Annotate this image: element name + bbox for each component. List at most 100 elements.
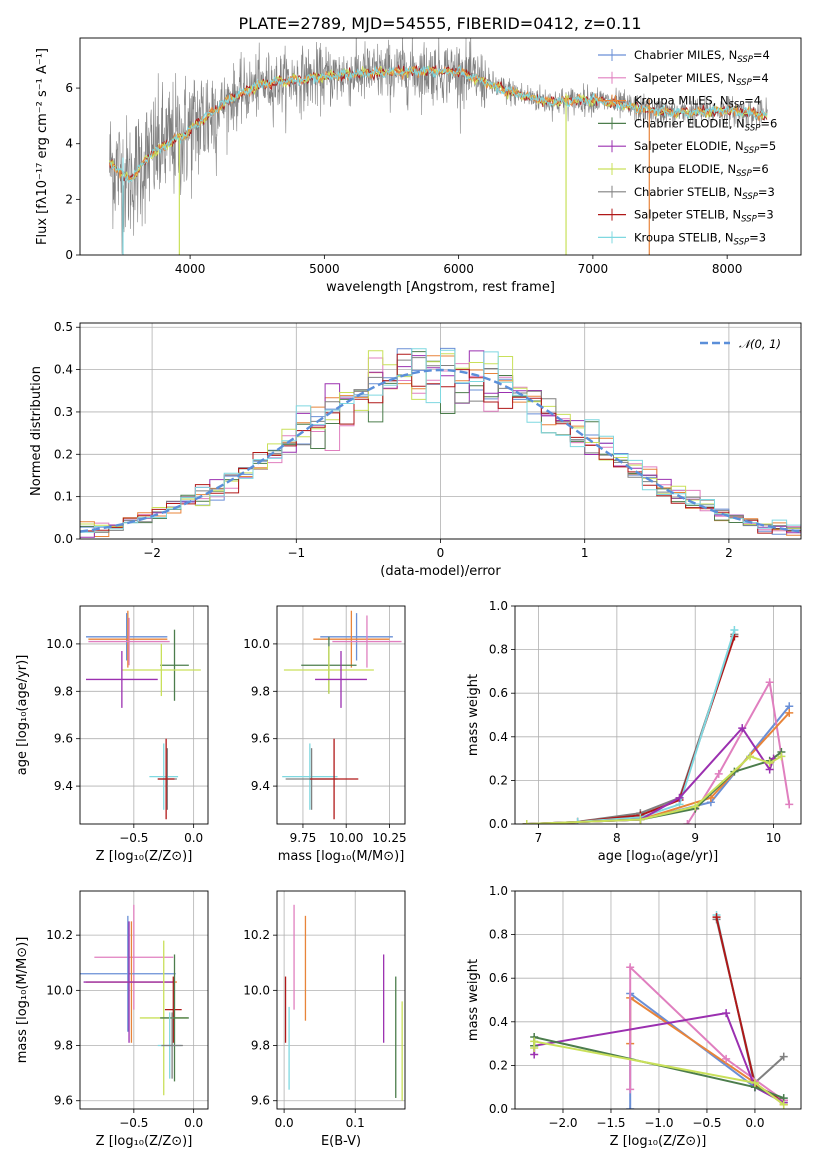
weight-marker-salpeter_miles <box>714 769 723 778</box>
y-axis-label: mass [log₁₀(M/M⊙)] <box>15 937 30 1064</box>
weight-marker-kroupa_stelib <box>730 625 739 634</box>
y-axis-label: age [log₁₀(age/yr)] <box>15 655 30 776</box>
weight-marker-kroupa_miles <box>785 708 794 717</box>
weight-marker-salpeter_elodie <box>675 793 684 802</box>
y-tick-label: 9.6 <box>251 1094 270 1108</box>
y-tick-label: 9.4 <box>251 779 270 793</box>
y-tick-label: 9.8 <box>54 1039 73 1053</box>
legend-label-salpeter_stelib: Salpeter STELIB, NSSP=3 <box>634 208 774 225</box>
plot-area <box>80 904 189 1096</box>
legend-label-chabrier_stelib: Chabrier STELIB, NSSP=3 <box>634 185 775 202</box>
y-axis-label: mass weight <box>466 959 481 1041</box>
y-tick-label: 9.8 <box>251 1039 270 1053</box>
weight-line-kroupa_stelib <box>577 629 736 823</box>
y-tick-label: 9.4 <box>54 779 73 793</box>
x-tick-label: 0.0 <box>745 1116 764 1130</box>
x-tick-label: 9.75 <box>290 831 317 845</box>
y-tick-label: 1.0 <box>489 884 508 898</box>
y-tick-label: 0.2 <box>54 447 73 461</box>
panel-mass_vs_ebv: 0.0 0.1 9.6 9.8 10.0 10.2 E(B-V) <box>243 890 406 1149</box>
x-axis-label: Z [log₁₀(Z/Z⊙)] <box>96 1134 193 1149</box>
weight-marker-kroupa_elodie <box>522 820 531 824</box>
y-axis-label: mass weight <box>466 674 481 756</box>
weight-marker-salpeter_miles <box>785 800 794 809</box>
panel-spectrum: 4000 5000 6000 7000 8000 0 2 4 6 wavelength [Angs… <box>35 37 802 295</box>
weight-marker-kroupa_elodie <box>746 752 755 761</box>
weight-marker-kroupa_elodie <box>777 752 786 761</box>
y-tick-label: 0.2 <box>489 1058 508 1072</box>
x-tick-label: 0.0 <box>184 1116 203 1130</box>
y-tick-label: 6 <box>65 81 73 95</box>
x-tick-label: 0.1 <box>346 1116 365 1130</box>
panel-weight_vs_age: 7 8 9 10 0.0 0.2 0.4 0.6 0.8 1.0 age [log₁₀(age/yr… <box>466 599 802 864</box>
x-tick-label: 0.0 <box>184 831 203 845</box>
weight-marker-chabrier_miles <box>626 1105 635 1109</box>
panel-age_vs_mass: 9.75 10.00 10.25 9.4 9.6 9.8 10.0 mass [log₁₀(M… <box>243 605 407 864</box>
y-tick-label: 0.2 <box>489 773 508 787</box>
weight-marker-salpeter_elodie <box>722 1009 731 1018</box>
y-tick-label: 0.4 <box>489 1015 508 1029</box>
y-tick-label: 10.0 <box>243 637 270 651</box>
x-tick-label: 10 <box>766 831 781 845</box>
weight-marker-kroupa_elodie <box>636 815 645 824</box>
weight-marker-kroupa_elodie <box>530 1037 539 1046</box>
y-tick-label: 10.2 <box>243 928 270 942</box>
weight-marker-salpeter_elodie <box>738 724 747 733</box>
spectrum-data-line <box>109 38 768 254</box>
weight-marker-salpeter_miles <box>626 963 635 972</box>
axes-frame <box>276 890 406 1110</box>
x-axis-label: age [log₁₀(age/yr)] <box>598 849 719 864</box>
axes-frame <box>79 890 209 1110</box>
plot-area <box>284 904 403 1101</box>
plot-area <box>522 625 794 824</box>
y-tick-label: 0.3 <box>54 405 73 419</box>
y-tick-label: 0.4 <box>489 730 508 744</box>
legend-label-kroupa_stelib: Kroupa STELIB, NSSP=3 <box>634 230 766 247</box>
legend-label-kroupa_elodie: Kroupa ELODIE, NSSP=6 <box>634 162 769 179</box>
y-tick-label: 2 <box>65 192 73 206</box>
y-tick-label: 9.8 <box>54 684 73 698</box>
plot-area <box>530 910 788 1109</box>
axes-frame <box>514 890 802 1110</box>
y-tick-label: 10.0 <box>46 637 73 651</box>
legend-label-chabrier_miles: Chabrier MILES, NSSP=4 <box>634 48 770 65</box>
x-tick-label: 8 <box>613 831 621 845</box>
axes-frame <box>79 37 802 256</box>
y-tick-label: 0.8 <box>489 643 508 657</box>
spectrum-model-line-kroupa_stelib <box>109 65 768 184</box>
x-tick-label: 0.0 <box>275 1116 294 1130</box>
axes-frame <box>79 322 802 540</box>
weight-marker-salpeter_miles <box>626 1085 635 1094</box>
x-tick-label: 7 <box>535 831 543 845</box>
y-tick-label: 0.1 <box>54 490 73 504</box>
legend-label-salpeter_elodie: Salpeter ELODIE, NSSP=5 <box>634 139 776 156</box>
x-axis-label: E(B-V) <box>321 1134 361 1149</box>
legend-label-chabrier_elodie: Chabrier ELODIE, NSSP=6 <box>634 116 777 133</box>
y-tick-label: 10.0 <box>46 983 73 997</box>
x-tick-label: −2 <box>143 546 161 560</box>
y-tick-label: 0.4 <box>54 363 73 377</box>
spectrum-legend: Chabrier MILES, NSSP=4 Salpeter MILES, NS… <box>598 48 777 247</box>
x-tick-label: −2.0 <box>548 1116 577 1130</box>
y-tick-label: 9.6 <box>54 732 73 746</box>
x-tick-label: 10.00 <box>329 831 363 845</box>
y-axis-label: Flux [fλ10⁻¹⁷ erg cm⁻² s⁻¹ A⁻¹] <box>35 48 50 245</box>
weight-marker-salpeter_stelib <box>712 913 721 922</box>
y-tick-label: 0.6 <box>489 686 508 700</box>
plot-area <box>85 610 201 820</box>
panel-weight_vs_Z: −2.0 −1.5 −1.0 −0.5 0.0 0.0 0.2 0.4 0.6 0.8 1.0 Z [… <box>466 884 802 1149</box>
y-tick-label: 9.6 <box>251 732 270 746</box>
x-tick-label: 1 <box>581 546 589 560</box>
y-tick-label: 0 <box>65 248 73 262</box>
x-axis-label: (data-model)/error <box>380 564 501 579</box>
legend-label-kroupa_miles: Kroupa MILES, NSSP=4 <box>634 94 761 111</box>
x-tick-label: 6000 <box>443 262 474 276</box>
x-tick-label: −1.5 <box>596 1116 625 1130</box>
legend-label-salpeter_miles: Salpeter MILES, NSSP=4 <box>634 71 769 88</box>
x-axis-label: mass [log₁₀(M/M⊙)] <box>278 849 405 864</box>
weight-marker-kroupa_elodie <box>779 1100 788 1109</box>
x-tick-label: 4000 <box>175 262 206 276</box>
x-tick-label: 10.25 <box>372 831 406 845</box>
weight-marker-salpeter_miles <box>722 1054 731 1063</box>
